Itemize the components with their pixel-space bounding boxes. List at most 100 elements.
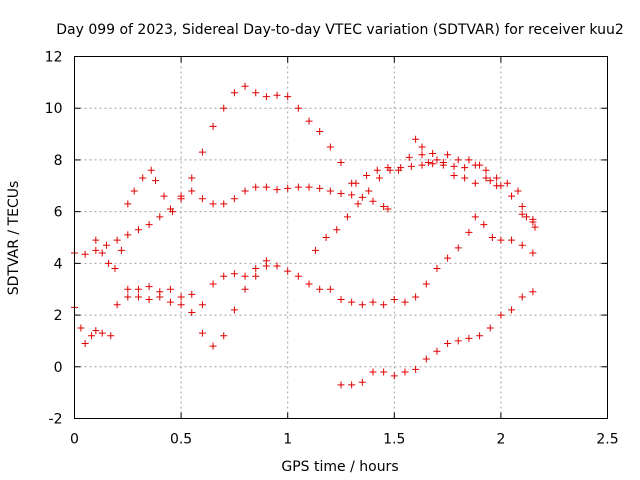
data-point-marker (130, 187, 138, 195)
data-point-marker (252, 272, 260, 280)
data-point-marker (284, 93, 292, 101)
data-point-marker (439, 161, 447, 169)
data-point-marker (177, 301, 185, 309)
x-axis-label: GPS time / hours (281, 459, 398, 475)
data-point-marker (77, 324, 85, 332)
series-s4 (311, 159, 539, 254)
data-point-marker (471, 179, 479, 187)
data-point-marker (471, 213, 479, 221)
y-tick-label: 10 (45, 101, 63, 117)
data-point-marker (92, 246, 100, 254)
data-point-marker (412, 293, 420, 301)
data-point-marker (262, 262, 270, 270)
data-point-marker (343, 213, 351, 221)
data-point-marker (241, 187, 249, 195)
data-point-marker (81, 250, 89, 258)
data-point-marker (352, 179, 360, 187)
data-point-marker (262, 93, 270, 101)
data-point-marker (476, 332, 484, 340)
data-point-marker (518, 202, 526, 210)
x-tick-label: 0 (70, 432, 79, 448)
data-point-marker (384, 205, 392, 213)
y-tick-label: 2 (54, 308, 63, 324)
series-s5 (352, 135, 537, 223)
data-point-marker (81, 340, 89, 348)
data-point-marker (124, 231, 132, 239)
data-point-marker (508, 192, 516, 200)
data-point-marker (262, 183, 270, 191)
data-point-marker (134, 293, 142, 301)
data-point-marker (98, 249, 106, 257)
data-point-marker (139, 174, 147, 182)
data-point-marker (209, 122, 217, 130)
data-point-marker (480, 221, 488, 229)
data-point-marker (529, 288, 537, 296)
data-point-marker (209, 342, 217, 350)
data-point-marker (124, 293, 132, 301)
data-point-marker (476, 161, 484, 169)
data-point-marker (433, 347, 441, 355)
data-point-marker (454, 156, 462, 164)
data-point-marker (465, 228, 473, 236)
tick-labels: 0 0.5 1 1.5 2 2.5 -2 0 2 4 6 8 10 12 (45, 50, 619, 448)
data-point-marker (147, 166, 155, 174)
plot-frame (74, 56, 608, 419)
data-point-marker (418, 151, 426, 159)
data-point-marker (380, 368, 388, 376)
y-tick-label: 12 (45, 50, 63, 66)
data-point-marker (407, 162, 415, 170)
data-point-marker (465, 334, 473, 342)
data-point-marker (444, 254, 452, 262)
data-point-marker (454, 244, 462, 252)
data-point-marker (105, 259, 113, 267)
data-point-marker (522, 213, 530, 221)
data-point-marker (369, 368, 377, 376)
data-point-marker (508, 306, 516, 314)
data-point-marker (322, 234, 330, 241)
data-point-marker (198, 301, 206, 309)
data-point-marker (284, 184, 292, 192)
data-point-marker (241, 285, 249, 293)
data-point-marker (241, 82, 249, 90)
data-point-marker (365, 187, 373, 195)
data-point-marker (98, 329, 106, 337)
x-tick-label: 1.5 (383, 432, 405, 448)
data-point-marker (433, 265, 441, 273)
data-point-marker (220, 200, 228, 208)
data-point-marker (252, 265, 260, 273)
data-point-marker (373, 166, 381, 174)
data-point-marker (209, 200, 217, 208)
data-point-marker (145, 283, 153, 291)
series-s3 (177, 82, 356, 200)
data-point-marker (198, 195, 206, 203)
y-tick-label: 4 (54, 256, 63, 272)
data-point-marker (358, 301, 366, 309)
data-point-marker (111, 265, 119, 273)
axis-ticks (74, 56, 608, 419)
data-point-marker (450, 162, 458, 170)
data-point-marker (102, 241, 110, 249)
data-point-marker (450, 171, 458, 179)
data-point-marker (454, 337, 462, 345)
data-point-marker (294, 183, 302, 191)
x-tick-label: 2 (496, 432, 505, 448)
data-point-marker (380, 301, 388, 309)
data-point-marker (422, 280, 430, 288)
data-point-marker (348, 191, 356, 199)
data-point-marker (429, 160, 437, 168)
data-point-marker (294, 104, 302, 112)
data-point-marker (326, 285, 334, 293)
data-point-marker (230, 306, 238, 314)
data-point-marker (390, 296, 398, 304)
series-s8 (124, 262, 270, 350)
x-tick-label: 1 (283, 432, 292, 448)
data-point-marker (497, 236, 505, 244)
data-point-marker (113, 301, 121, 309)
data-point-marker (145, 221, 153, 229)
data-point-marker (514, 187, 522, 195)
data-point-marker (134, 285, 142, 293)
data-point-marker (337, 159, 345, 167)
data-point-marker (156, 288, 164, 296)
data-point-marker (486, 324, 494, 332)
data-point-marker (152, 177, 160, 185)
